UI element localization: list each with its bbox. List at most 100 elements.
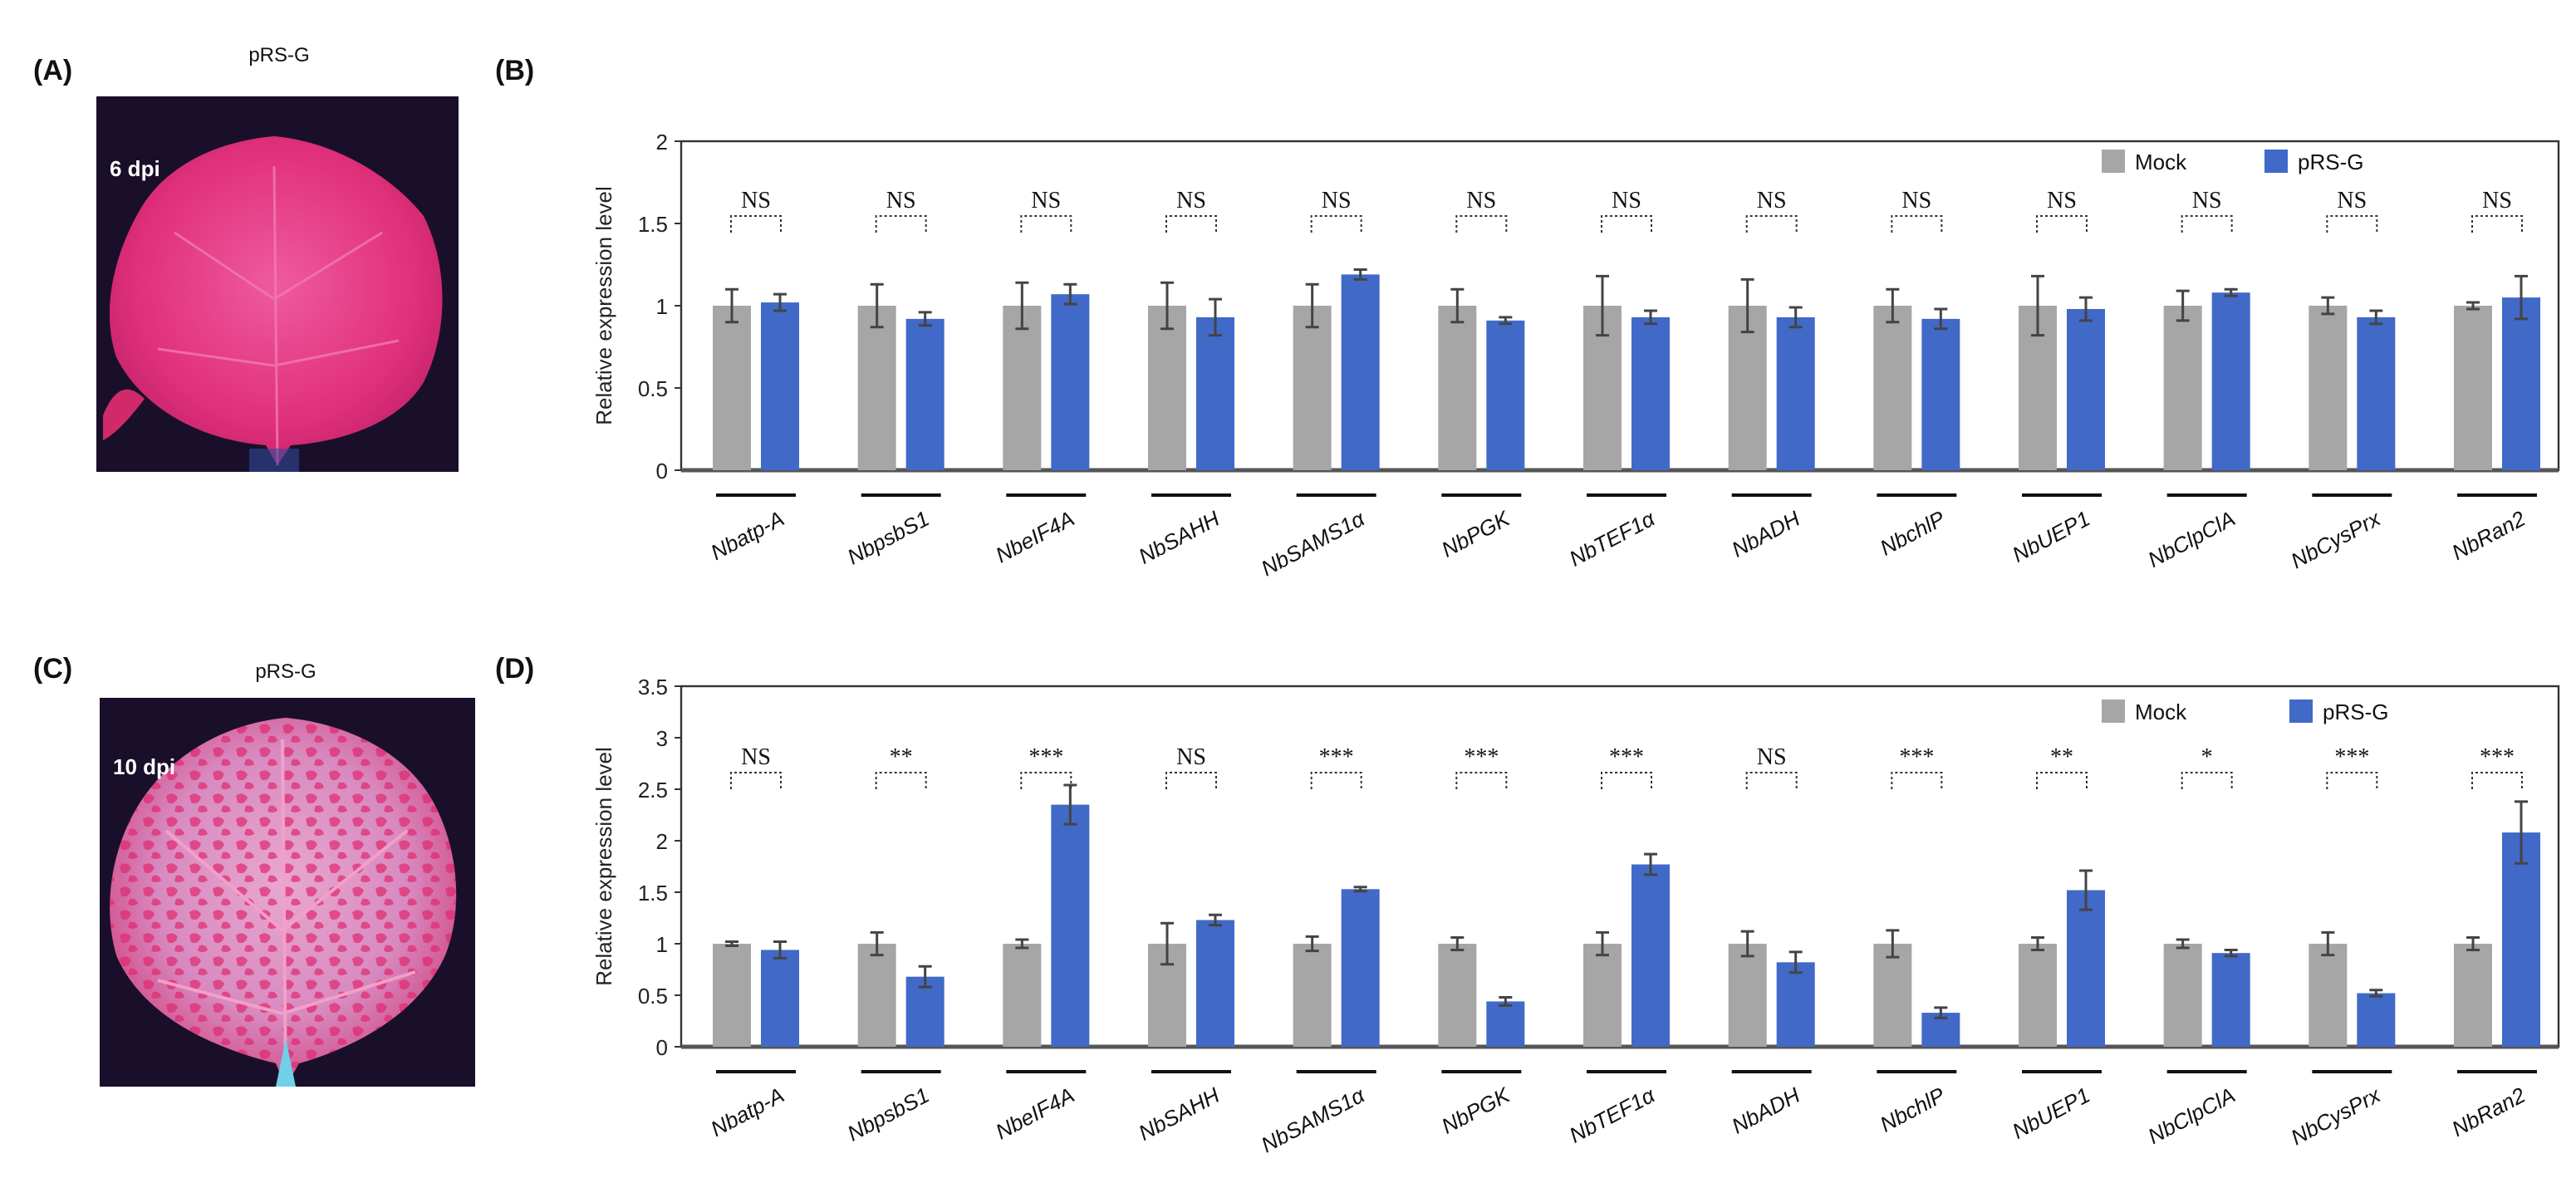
category-label: NbRan2 — [2447, 506, 2529, 566]
category-label: NbADH — [1728, 506, 1804, 562]
error-bar — [1209, 913, 1222, 927]
bar-mock — [1003, 944, 1042, 1047]
significance-bracket — [1891, 215, 1943, 233]
bar-prsg — [2357, 993, 2396, 1047]
category-label: NbpsbS1 — [843, 506, 934, 570]
significance-bracket — [875, 215, 927, 233]
y-tick-label: 0 — [656, 1035, 668, 1060]
category-label: NbTEF1α — [1565, 1082, 1660, 1147]
error-bar — [2031, 274, 2044, 337]
bar-prsg — [1776, 317, 1815, 470]
legend-label-prsg: pRS-G — [2323, 699, 2388, 724]
category-label: NbUEP1 — [2008, 1082, 2093, 1144]
error-bar — [1305, 935, 1319, 953]
error-bar — [2369, 309, 2383, 326]
bar-prsg — [2357, 317, 2396, 470]
error-bar — [1499, 995, 1513, 1007]
category-label: NbUEP1 — [2008, 506, 2093, 567]
bar-prsg — [2211, 292, 2250, 470]
y-tick-label: 1.5 — [638, 212, 668, 237]
significance-bracket — [2471, 772, 2523, 789]
significance-bracket — [1455, 215, 1508, 233]
significance-label: NS — [741, 744, 771, 770]
error-bar — [773, 292, 787, 312]
photo-c-title: pRS-G — [255, 660, 316, 683]
significance-bracket — [2471, 215, 2523, 233]
significance-bracket — [1601, 772, 1652, 789]
error-bar — [2176, 289, 2190, 322]
y-tick-label: 1 — [656, 932, 668, 957]
significance-bracket — [1020, 772, 1072, 789]
bar-prsg — [1196, 920, 1234, 1047]
error-bar — [870, 282, 884, 329]
category-label: NbSAHH — [1135, 1082, 1224, 1146]
bar-mock — [1003, 306, 1042, 470]
leaf-photo-a — [96, 96, 459, 472]
bar-prsg — [905, 318, 945, 470]
significance-label: NS — [2337, 188, 2367, 214]
bar-prsg — [1051, 804, 1090, 1047]
category-label: NbeIF4A — [991, 506, 1078, 568]
significance-bracket — [1455, 772, 1508, 789]
stage-label-c: 10 dpi — [113, 754, 175, 779]
error-bar — [1353, 886, 1367, 893]
legend-swatch-mock — [2102, 150, 2125, 173]
significance-bracket — [1891, 772, 1943, 789]
panel-letter-d: (D) — [495, 653, 534, 685]
bar-prsg — [1776, 962, 1815, 1047]
significance-bracket — [875, 772, 927, 789]
error-bar — [1596, 930, 1609, 957]
category-label: NbPGK — [1437, 505, 1514, 562]
stage-label-a: 6 dpi — [110, 156, 160, 181]
error-bar — [918, 965, 932, 989]
category-label: NbSAMS1α — [1257, 505, 1369, 581]
category-label: NbTEF1α — [1565, 505, 1660, 571]
y-axis-label: Relative expression level — [591, 747, 616, 986]
y-tick-label: 2 — [656, 130, 668, 155]
bar-mock — [2163, 944, 2202, 1047]
category-label: Nbatp-A — [707, 506, 788, 565]
error-bar — [1644, 309, 1657, 326]
significance-bracket — [1745, 772, 1798, 789]
bar-mock — [1873, 944, 1912, 1047]
significance-bracket — [1745, 215, 1798, 233]
y-tick-label: 3 — [656, 726, 668, 751]
error-bar — [1499, 316, 1513, 326]
error-bar — [1353, 268, 1367, 281]
error-bar — [918, 311, 932, 327]
bar-mock — [1873, 306, 1912, 470]
y-tick-label: 2 — [656, 829, 668, 854]
significance-bracket — [2036, 772, 2088, 789]
error-bar — [1934, 307, 1948, 331]
bar-mock — [1583, 944, 1622, 1047]
bar-prsg — [1341, 274, 1380, 470]
bar-mock — [2309, 944, 2348, 1047]
error-bar — [870, 930, 884, 957]
panel-letter-a: (A) — [33, 55, 72, 86]
bar-prsg — [1341, 889, 1380, 1047]
error-bar — [1934, 1006, 1948, 1019]
category-label: NbCysPrx — [2287, 1082, 2385, 1150]
bar-prsg — [1631, 864, 1670, 1047]
significance-label: *** — [2334, 744, 2369, 770]
error-bar — [2466, 301, 2480, 311]
significance-label: NS — [741, 188, 771, 214]
error-bar — [773, 940, 787, 960]
bar-prsg — [2502, 832, 2540, 1047]
category-label: Nbatp-A — [707, 1082, 788, 1141]
legend-swatch-prsg — [2289, 699, 2313, 723]
error-bar — [1450, 287, 1465, 324]
bar-mock — [1293, 944, 1332, 1047]
significance-label: NS — [1466, 188, 1496, 214]
y-tick-label: 0.5 — [638, 376, 668, 401]
y-tick-label: 3.5 — [638, 675, 668, 699]
category-label: NbchlP — [1876, 506, 1950, 561]
y-tick-label: 0.5 — [638, 984, 668, 1009]
error-bar — [1450, 936, 1465, 951]
bar-prsg — [2211, 953, 2250, 1047]
significance-label: *** — [1464, 744, 1499, 770]
significance-bracket — [730, 215, 782, 233]
error-bar — [1063, 282, 1077, 306]
significance-label: *** — [1609, 744, 1644, 770]
significance-label: NS — [1612, 188, 1641, 214]
